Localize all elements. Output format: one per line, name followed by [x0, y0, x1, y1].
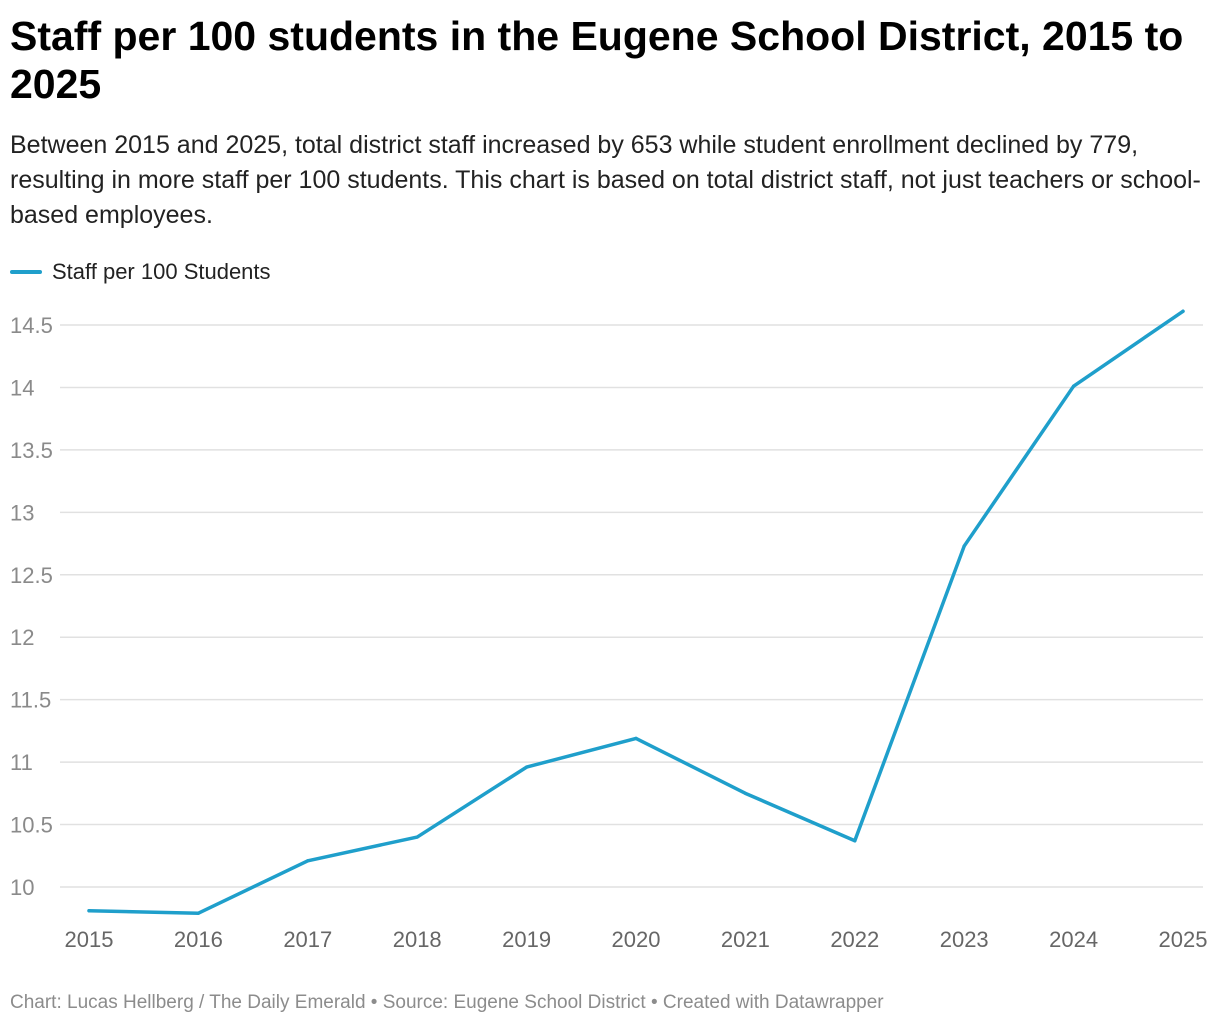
- x-axis-ticks: 2015 2016 2017 2018 2019 2020 2021 2022 2023 2024…: [65, 927, 1208, 952]
- y-tick-label: 12.5: [10, 563, 53, 588]
- x-tick-label: 2019: [502, 927, 551, 952]
- series-layer: [87, 309, 1185, 915]
- y-tick-label: 11.5: [10, 688, 51, 713]
- y-tick-label: 10: [10, 875, 34, 900]
- x-tick-label: 2022: [830, 927, 879, 952]
- y-tick-label: 13: [10, 500, 34, 525]
- legend: Staff per 100 Students: [10, 258, 271, 286]
- data-point: [634, 736, 638, 740]
- data-point: [415, 835, 419, 839]
- legend-swatch: [10, 270, 42, 274]
- x-tick-label: 2023: [940, 927, 989, 952]
- legend-label: Staff per 100 Students: [52, 259, 271, 284]
- chart-subtitle: Between 2015 and 2025, total district st…: [10, 131, 1201, 229]
- y-tick-label: 11: [10, 750, 33, 775]
- x-tick-label: 2024: [1049, 927, 1098, 952]
- y-tick-label: 10.5: [10, 813, 53, 838]
- x-tick-label: 2021: [721, 927, 770, 952]
- x-tick-label: 2015: [65, 927, 114, 952]
- data-point: [743, 791, 748, 795]
- y-tick-label: 14.5: [10, 313, 53, 338]
- y-tick-label: 14: [10, 375, 34, 400]
- y-tick-label: 13.5: [10, 438, 53, 463]
- x-tick-label: 2025: [1159, 927, 1208, 952]
- data-point: [87, 909, 91, 913]
- data-point: [1181, 309, 1185, 313]
- y-axis-ticks: 10 10.5 11 11.5 12 12.5 13 13.5 14 14.5: [10, 313, 53, 900]
- y-tick-label: 12: [10, 625, 34, 650]
- data-point: [1072, 384, 1076, 388]
- data-point: [853, 839, 857, 843]
- series-line: [87, 309, 1185, 915]
- x-tick-label: 2016: [174, 927, 223, 952]
- x-tick-label: 2018: [393, 927, 442, 952]
- data-point: [525, 765, 529, 769]
- data-point: [306, 859, 310, 863]
- gridlines: [60, 324, 1203, 888]
- x-tick-label: 2020: [612, 927, 661, 952]
- chart-footer: Chart: Lucas Hellberg / The Daily Emeral…: [10, 992, 884, 1013]
- data-point: [196, 911, 200, 915]
- x-tick-label: 2017: [283, 927, 332, 952]
- chart-title: Staff per 100 students in the Eugene Sch…: [10, 13, 1184, 107]
- data-point: [962, 544, 966, 548]
